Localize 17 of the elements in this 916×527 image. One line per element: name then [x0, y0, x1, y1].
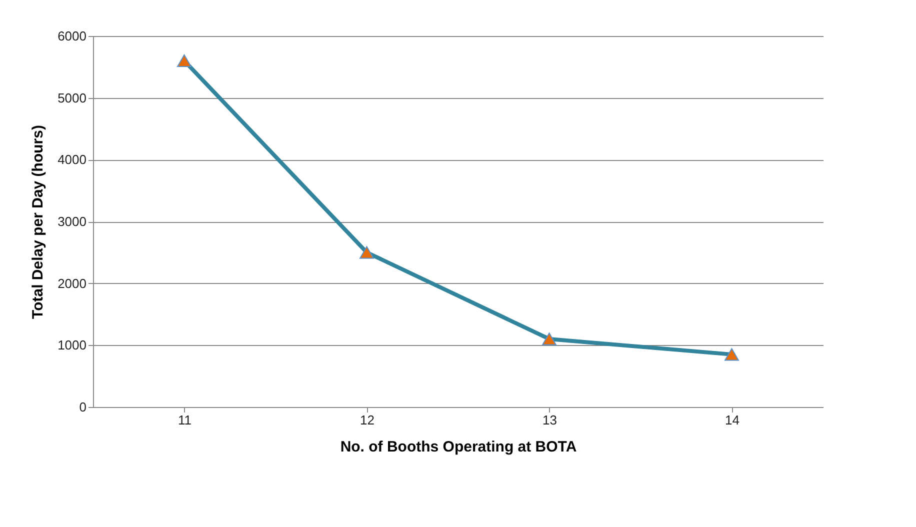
x-tick-label: 14 — [725, 412, 740, 428]
x-tick-label: 11 — [178, 412, 192, 428]
y-tick-label: 5000 — [58, 90, 86, 106]
y-tick-label: 3000 — [58, 214, 86, 229]
y-tick-label: 6000 — [58, 28, 86, 44]
y-tick-label: 4000 — [58, 152, 86, 168]
x-tick-label: 13 — [542, 412, 557, 428]
point — [177, 54, 192, 68]
y-axis-title: Total Delay per Day (hours) — [30, 125, 47, 319]
y-tick-label: 1000 — [58, 338, 86, 353]
x-tick-label: 12 — [360, 412, 374, 428]
point — [360, 246, 374, 259]
point — [724, 348, 739, 361]
x-axis-title: No. of Booths Operating at BOTA — [340, 438, 577, 456]
y-tick-label: 2000 — [58, 276, 86, 291]
point — [542, 332, 556, 346]
y-tick-label: 0 — [79, 400, 86, 414]
